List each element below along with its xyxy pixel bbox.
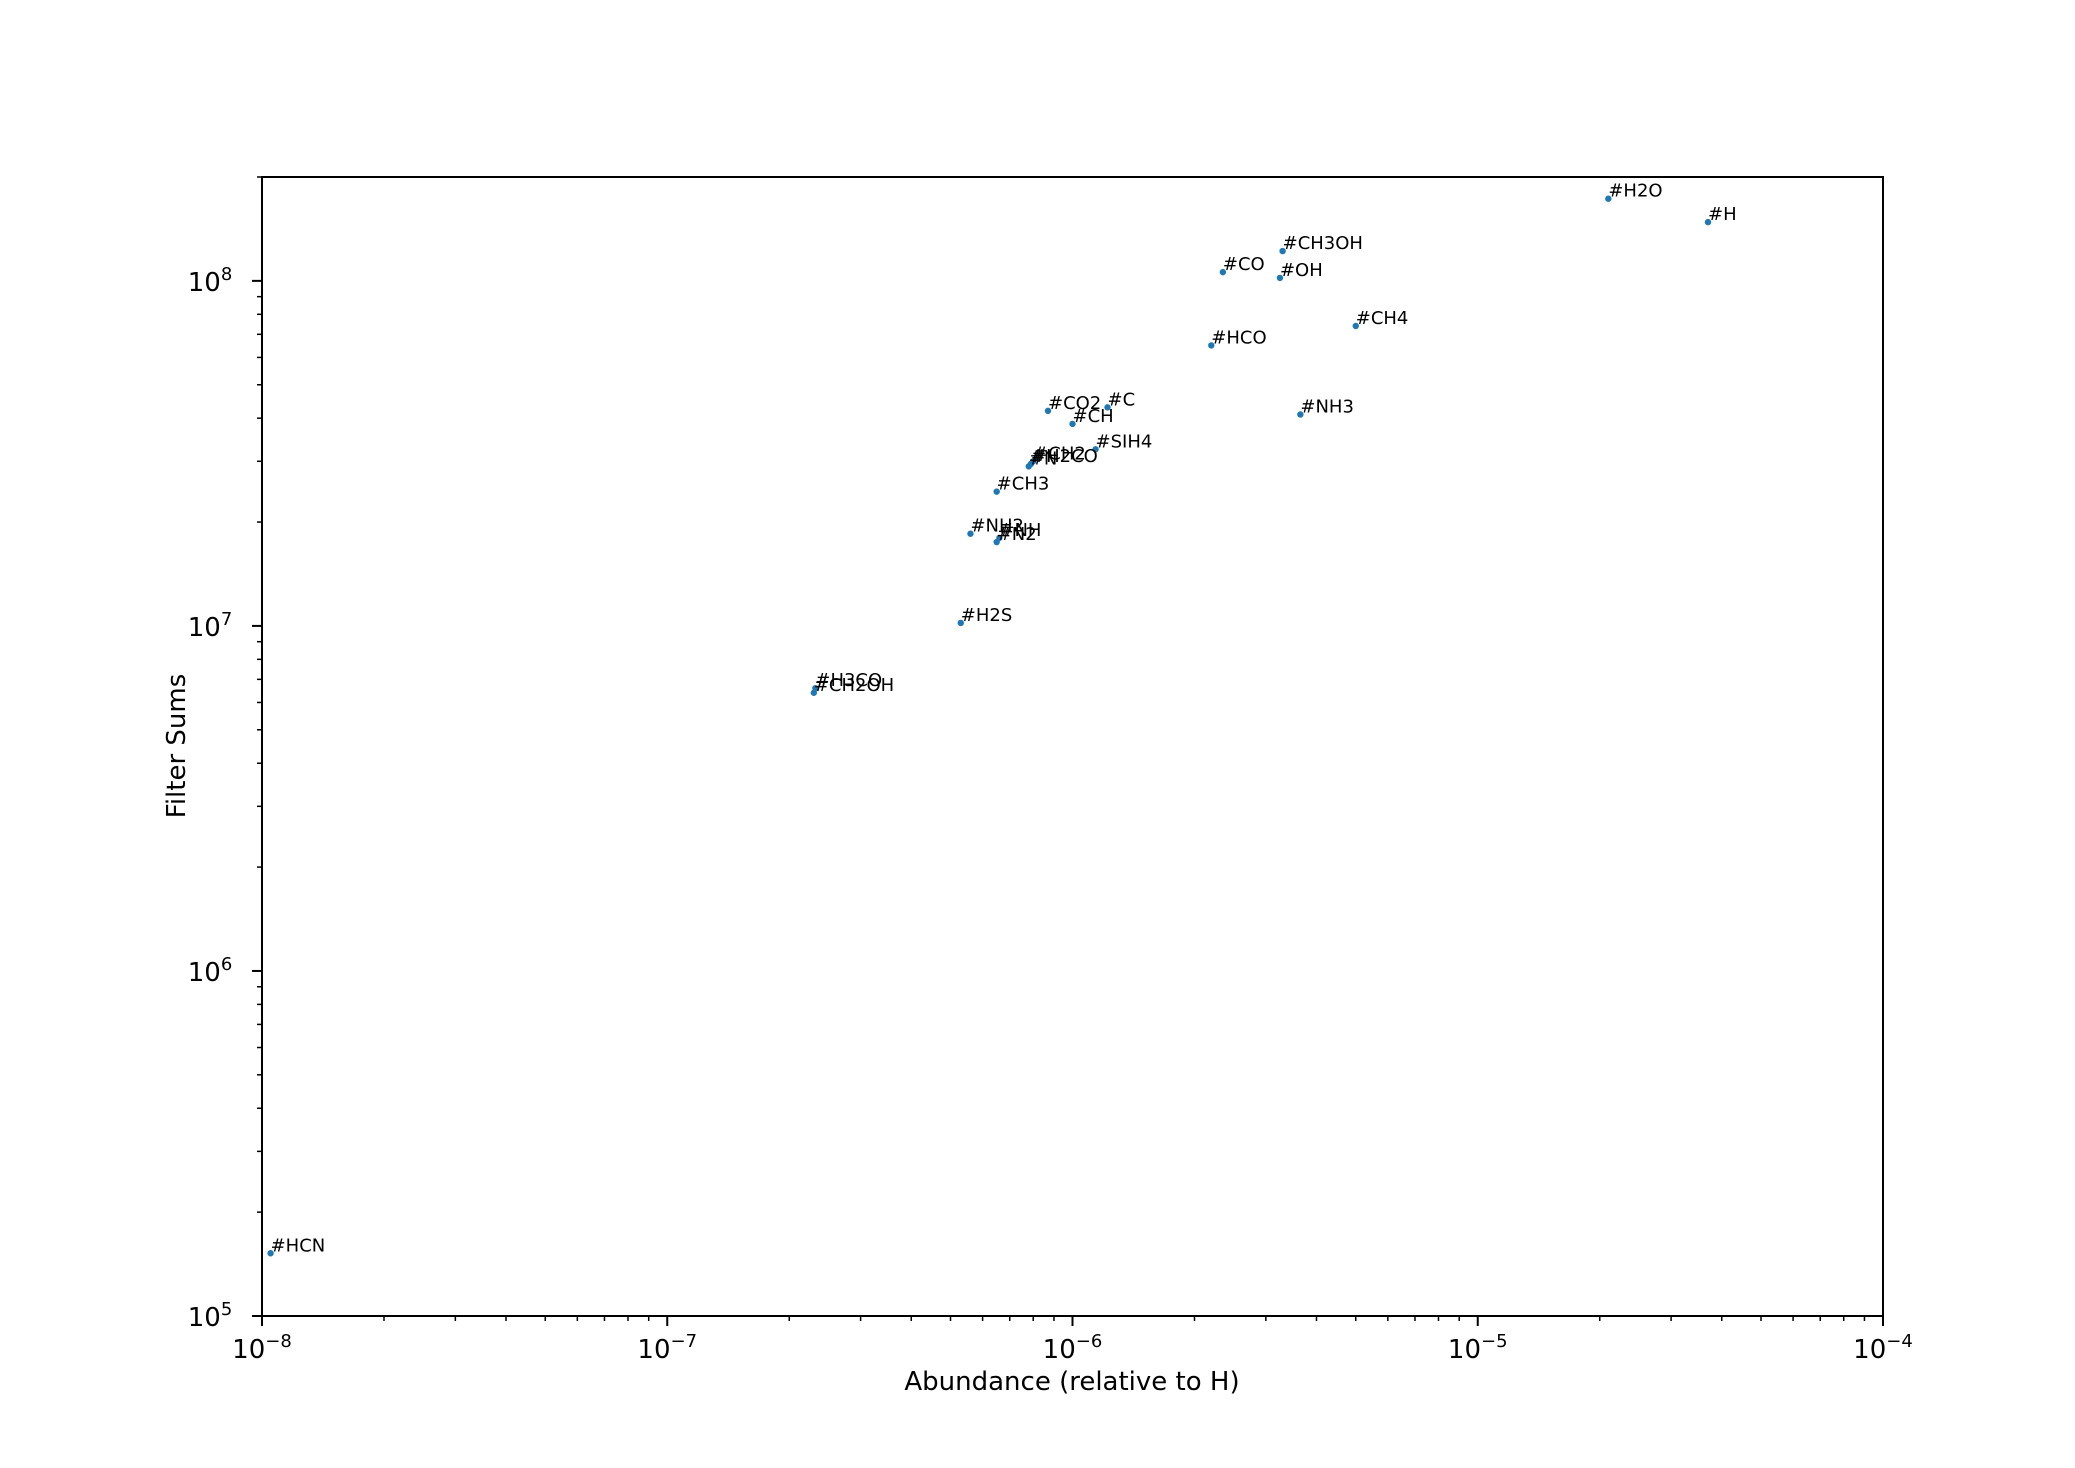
data-point-label: #CH3OH (1283, 233, 1363, 254)
data-point-label: #CO (1223, 254, 1265, 275)
data-point-label: #SIH4 (1096, 431, 1153, 452)
data-point-label: #CH3 (997, 474, 1050, 495)
data-point-label: #H3CO (815, 670, 882, 691)
data-point (993, 538, 1000, 546)
y-tick-label: 107 (188, 609, 233, 643)
data-point-label: #OH (1280, 260, 1323, 281)
plot-frame (261, 176, 1884, 1317)
data-point (1276, 274, 1284, 282)
ticks-layer: 10−8 10−7 10−6 10−5 10−4 105 106 107 108 (188, 176, 1913, 1365)
data-point (1605, 195, 1612, 202)
data-point-label: #CH2 (1033, 443, 1086, 464)
data-point (967, 530, 974, 537)
data-point-label: #CH2OH (814, 675, 894, 696)
y-tick-label: 108 (188, 264, 233, 298)
x-tick-label: 10−6 (1043, 1331, 1103, 1365)
data-point-label: #HCN (271, 1235, 326, 1256)
x-tick-label: 10−5 (1448, 1331, 1508, 1365)
data-point (993, 488, 1000, 495)
data-point-label: #N (1029, 448, 1058, 469)
x-tick-label: 10−8 (232, 1331, 292, 1365)
data-point (957, 619, 964, 627)
data-point (1279, 247, 1286, 255)
data-point-label: #CH (1073, 406, 1114, 427)
y-tick-label: 106 (188, 954, 233, 988)
data-point-label: #HCO (1211, 327, 1266, 348)
x-axis-label: Abundance (relative to H) (904, 1367, 1239, 1397)
points-layer (267, 195, 1712, 1257)
x-tick-label: 10−4 (1853, 1331, 1913, 1365)
data-point-label: #H2S (961, 605, 1013, 626)
data-point (1297, 411, 1304, 418)
data-point (1208, 342, 1215, 349)
data-point-label: #CO2 (1048, 393, 1101, 414)
data-point (1219, 268, 1227, 276)
data-point-label: #H (1708, 204, 1737, 225)
data-point (1044, 407, 1052, 415)
data-point-label: #N2 (997, 524, 1037, 545)
data-point (1027, 460, 1035, 468)
data-point-label: #CH4 (1356, 308, 1409, 329)
data-point (1069, 420, 1076, 428)
data-point-label: #NH3 (1300, 396, 1354, 417)
data-point (1352, 322, 1359, 330)
data-point (1704, 218, 1712, 226)
data-point (267, 1250, 274, 1257)
data-point-label: #H2CO (1031, 446, 1098, 467)
data-point (1104, 404, 1111, 411)
data-point-label: #NH (999, 520, 1041, 541)
data-point (810, 689, 818, 696)
y-axis-label: Filter Sums (162, 674, 192, 819)
data-point-label: #C (1107, 389, 1135, 410)
data-point-label: #NH2 (970, 516, 1024, 537)
data-point-label: #H2O (1608, 181, 1662, 202)
data-point (1092, 446, 1099, 453)
point-labels-layer: #H2O #H #CH3OH #CO #OH #CH4 #HCO #C #CO2 #NH3 #CH #… (271, 181, 1737, 1257)
y-tick-label: 105 (188, 1299, 233, 1333)
x-tick-label: 10−7 (637, 1331, 697, 1365)
